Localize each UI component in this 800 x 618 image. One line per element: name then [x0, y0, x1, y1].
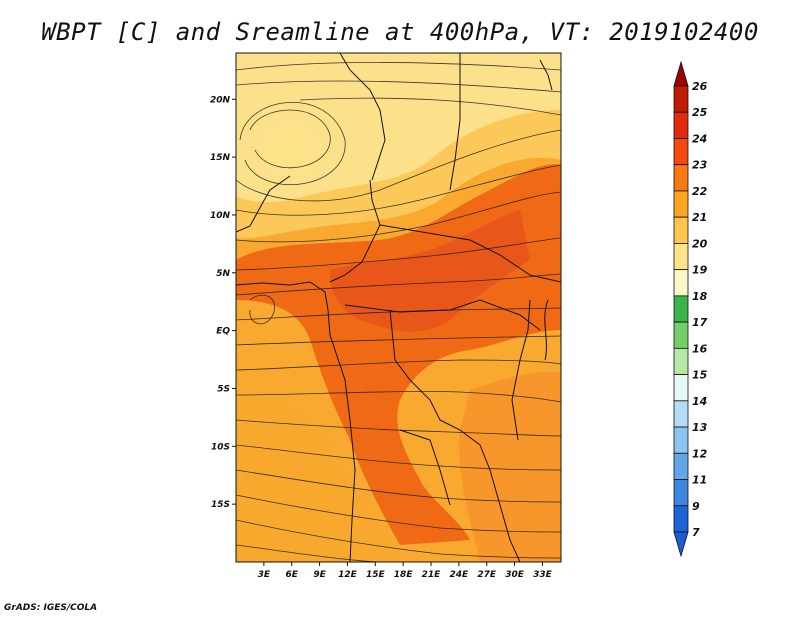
- colorbar-bottom-triangle: [673, 531, 689, 558]
- credit-label: GrADS: IGES/COLA: [4, 603, 98, 613]
- colorbar-label: 20: [692, 237, 708, 250]
- colorbar-label: 14: [692, 395, 707, 408]
- map-title: WBPT [C] and Sreamline at 400hPa, VT: 20…: [41, 18, 759, 46]
- lat-tick-label: 10S: [211, 442, 230, 452]
- colorbar-swatch: [673, 111, 689, 139]
- colorbar-label: 13: [692, 421, 708, 434]
- lon-tick-label: 21E: [422, 570, 442, 580]
- colorbar-swatch: [673, 347, 689, 375]
- lon-tick-label: 15E: [366, 570, 386, 580]
- lon-tick-label: 18E: [394, 570, 414, 580]
- lat-tick-label: 15S: [211, 500, 230, 510]
- lon-tick-label: 24E: [450, 570, 470, 580]
- colorbar-label: 22: [692, 185, 708, 198]
- colorbar: 26 25 24 23 22 21 20 19 18 17 16 15 14 13 12 11 9 7: [673, 60, 708, 558]
- colorbar-top-triangle: [673, 60, 689, 87]
- colorbar-label: 16: [692, 342, 708, 355]
- colorbar-swatch: [673, 243, 689, 271]
- temperature-field-hot-core: [330, 210, 530, 332]
- lat-tick-label: 5S: [217, 384, 230, 394]
- colorbar-label: 15: [692, 369, 708, 382]
- colorbar-swatch: [673, 164, 689, 192]
- colorbar-label: 24: [692, 132, 707, 145]
- colorbar-label: 23: [692, 159, 708, 172]
- colorbar-label: 9: [692, 500, 700, 513]
- cyclone-core: [245, 110, 335, 190]
- colorbar-swatch: [673, 505, 689, 533]
- lon-tick-label: 27E: [477, 570, 497, 580]
- lat-tick-label: EQ: [216, 327, 230, 337]
- colorbar-label: 18: [692, 290, 708, 303]
- colorbar-swatch: [673, 321, 689, 349]
- lat-tick-label: 5N: [216, 269, 230, 279]
- colorbar-swatch: [673, 85, 689, 113]
- colorbar-swatch: [673, 374, 689, 402]
- colorbar-label: 12: [692, 447, 708, 460]
- map-frame: [235, 52, 562, 563]
- colorbar-label: 17: [692, 316, 708, 329]
- lon-tick-label: 33E: [533, 570, 553, 580]
- colorbar-label: 25: [692, 106, 708, 119]
- lon-tick-label: 9E: [313, 570, 326, 580]
- colorbar-label: 21: [692, 211, 707, 224]
- lat-tick-label: 10N: [210, 211, 231, 221]
- lat-tick-label: 15N: [210, 153, 231, 163]
- colorbar-label: 7: [692, 526, 700, 539]
- coastlines-borders: [236, 53, 561, 562]
- colorbar-swatch: [673, 400, 689, 428]
- lon-tick-label: 30E: [505, 570, 525, 580]
- lat-tick-label: 20N: [210, 95, 231, 105]
- colorbar-swatch: [673, 216, 689, 244]
- colorbar-label: 19: [692, 264, 708, 277]
- colorbar-swatch: [673, 295, 689, 323]
- streamlines: [236, 62, 561, 562]
- colorbar-swatch: [673, 138, 689, 166]
- longitude-axis: 3E 6E 9E 12E 15E 18E 21E 24E 27E 30E 33E: [258, 562, 553, 580]
- colorbar-label: 26: [692, 80, 708, 93]
- colorbar-swatch: [673, 426, 689, 454]
- lon-tick-label: 3E: [258, 570, 271, 580]
- temperature-field-southeast: [459, 371, 561, 562]
- colorbar-swatch: [673, 452, 689, 480]
- lon-tick-label: 12E: [338, 570, 358, 580]
- lon-tick-label: 6E: [286, 570, 299, 580]
- latitude-axis: 20N 15N 10N 5N EQ 5S 10S 15S: [210, 95, 236, 510]
- colorbar-label: 11: [692, 474, 707, 487]
- map-panel: [236, 53, 561, 562]
- colorbar-swatch: [673, 190, 689, 218]
- colorbar-swatch: [673, 479, 689, 507]
- colorbar-swatch: [673, 269, 689, 297]
- temperature-field-south: [236, 398, 400, 562]
